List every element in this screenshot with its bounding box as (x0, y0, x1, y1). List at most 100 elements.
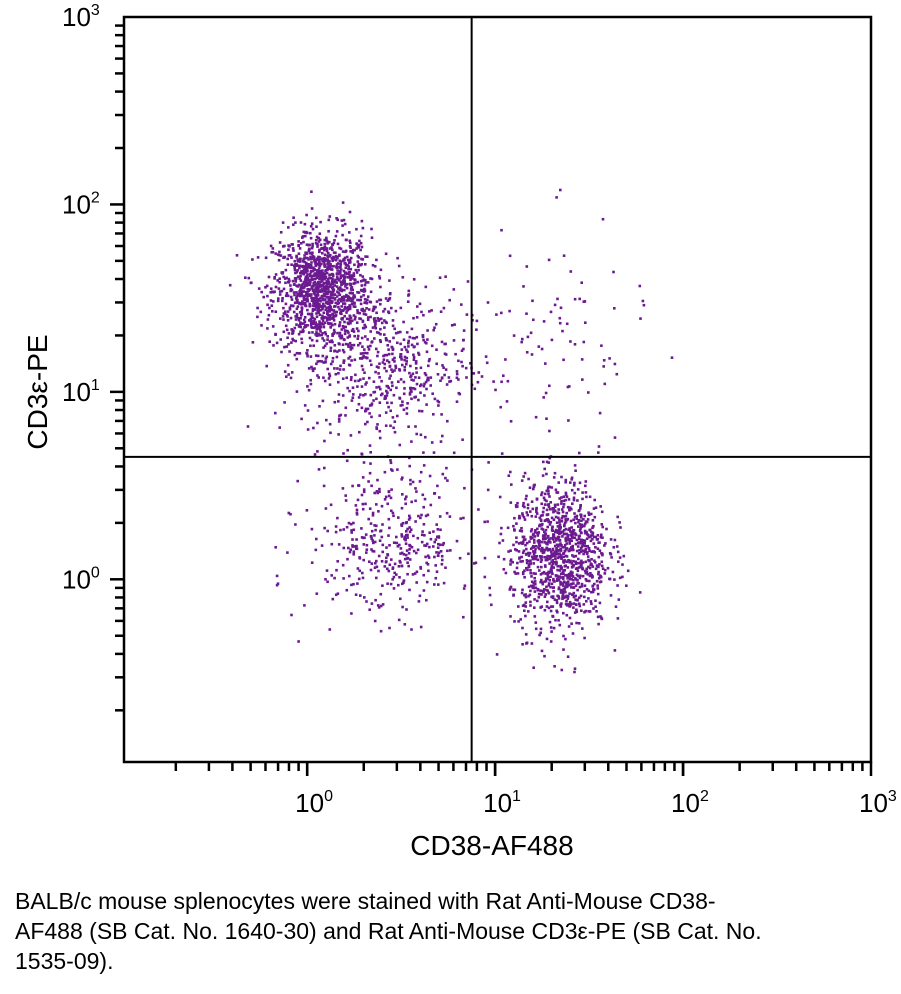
data-point (370, 415, 373, 419)
data-point (325, 342, 328, 345)
data-point (591, 584, 595, 588)
data-point (325, 238, 328, 241)
data-point (337, 372, 340, 375)
data-point (399, 378, 403, 381)
data-point (393, 369, 396, 372)
data-point (509, 549, 512, 552)
data-point (556, 564, 559, 568)
data-point (271, 247, 275, 250)
data-point (294, 339, 297, 343)
data-point (575, 538, 579, 542)
data-point (553, 503, 557, 507)
data-point (477, 508, 480, 511)
data-point (305, 243, 309, 246)
data-point (386, 401, 389, 405)
data-point (308, 304, 311, 308)
data-point (357, 291, 361, 294)
data-point (302, 240, 305, 244)
data-point (385, 394, 389, 397)
data-point (522, 549, 526, 553)
data-point (427, 569, 430, 573)
data-point (302, 318, 306, 322)
data-point (570, 578, 573, 581)
data-point (401, 493, 404, 496)
data-point (525, 559, 529, 562)
data-point (312, 266, 315, 270)
data-point (370, 363, 373, 367)
data-point (301, 260, 305, 263)
data-point (318, 321, 322, 325)
data-point (577, 557, 580, 561)
data-point (522, 501, 525, 505)
data-point (279, 231, 283, 234)
data-point (414, 395, 417, 399)
data-point (597, 577, 601, 580)
data-point (561, 546, 564, 549)
data-point (300, 314, 303, 317)
data-point (591, 565, 595, 568)
data-point (546, 534, 550, 538)
data-point (588, 566, 592, 570)
data-point (572, 555, 576, 558)
data-point (352, 272, 356, 275)
data-point (348, 210, 352, 214)
data-point (413, 572, 417, 575)
data-point (500, 380, 503, 384)
data-point (315, 276, 319, 280)
data-point (517, 516, 521, 520)
data-point (406, 402, 409, 405)
data-point (299, 330, 302, 334)
data-point (600, 344, 603, 347)
data-point (592, 535, 596, 539)
data-point (310, 527, 314, 531)
data-point (286, 551, 289, 554)
data-point (283, 401, 286, 404)
data-point (443, 373, 446, 377)
data-point (550, 582, 554, 586)
data-point (276, 299, 280, 303)
data-point (400, 535, 404, 538)
data-point (256, 306, 259, 310)
data-point (342, 274, 346, 277)
data-point (545, 460, 549, 464)
data-point (315, 257, 319, 260)
data-point (335, 285, 339, 288)
data-point (540, 523, 544, 527)
data-point (384, 424, 388, 427)
data-point (494, 388, 497, 392)
data-point (347, 521, 351, 525)
data-point (287, 343, 290, 346)
data-point (397, 516, 400, 519)
data-point (346, 557, 349, 561)
data-point (590, 602, 593, 606)
data-point (374, 561, 377, 565)
data-point (513, 620, 516, 623)
data-point (370, 403, 373, 407)
data-point (313, 268, 316, 271)
data-point (536, 534, 540, 537)
data-point (592, 507, 596, 510)
data-point (544, 528, 548, 532)
data-point (295, 299, 299, 302)
data-point (513, 570, 516, 574)
data-point (557, 545, 560, 548)
data-point (586, 551, 589, 554)
data-point (305, 213, 308, 217)
data-point (430, 344, 434, 348)
data-point (359, 273, 362, 277)
data-point (568, 542, 571, 545)
data-point (291, 331, 295, 334)
data-point (310, 314, 313, 318)
data-point (397, 380, 400, 383)
data-point (363, 287, 366, 291)
data-point (552, 533, 556, 536)
data-point (577, 561, 581, 565)
data-point (570, 622, 573, 625)
data-point (550, 560, 553, 563)
data-point (445, 383, 449, 386)
data-point (547, 540, 550, 543)
data-point (285, 292, 289, 295)
data-point (293, 301, 297, 305)
data-point (555, 560, 558, 564)
data-point (274, 273, 278, 276)
